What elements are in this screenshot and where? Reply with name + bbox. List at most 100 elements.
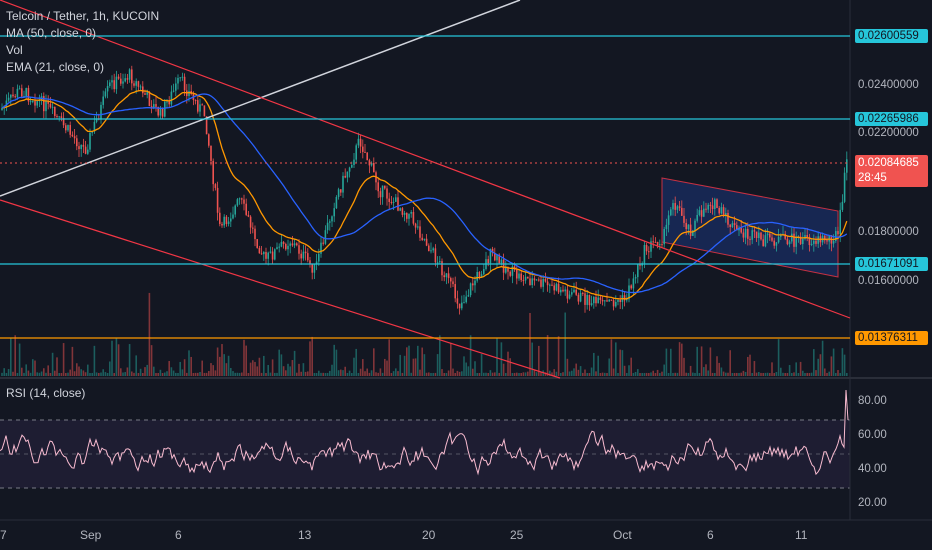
volume-bar bbox=[676, 372, 679, 376]
time-axis-label: 25 bbox=[510, 528, 524, 542]
volume-bar bbox=[252, 360, 254, 376]
volume-bar bbox=[727, 372, 729, 376]
volume-bar bbox=[260, 372, 263, 376]
upper-descending-trendline[interactable] bbox=[0, 0, 851, 319]
volume-bar bbox=[150, 345, 153, 376]
volume-bar bbox=[819, 354, 822, 376]
volume-bar bbox=[663, 364, 665, 376]
candle bbox=[109, 82, 111, 87]
candle bbox=[414, 223, 417, 228]
vol-legend[interactable]: Vol bbox=[6, 43, 23, 57]
candle bbox=[527, 276, 529, 279]
candle bbox=[355, 145, 357, 160]
candle bbox=[10, 94, 12, 98]
candle bbox=[452, 281, 454, 285]
candle bbox=[689, 224, 692, 236]
candle bbox=[667, 215, 670, 225]
rsi-legend[interactable]: RSI (14, close) bbox=[6, 386, 86, 400]
volume-bar bbox=[562, 372, 564, 376]
candle bbox=[197, 100, 199, 112]
volume-bar bbox=[159, 369, 162, 376]
candle bbox=[201, 104, 203, 106]
candle bbox=[60, 116, 63, 118]
candle bbox=[623, 295, 626, 301]
candle bbox=[159, 108, 162, 116]
volume-bar bbox=[445, 372, 448, 376]
candle bbox=[194, 100, 197, 102]
candle bbox=[401, 208, 404, 215]
volume-bar bbox=[533, 370, 536, 376]
volume-bar bbox=[469, 335, 472, 376]
candle bbox=[333, 208, 335, 217]
candle bbox=[386, 188, 388, 199]
volume-bar bbox=[758, 372, 760, 376]
candle bbox=[56, 115, 58, 117]
ema-legend[interactable]: EMA (21, close, 0) bbox=[6, 60, 105, 74]
candle bbox=[502, 259, 505, 273]
volume-bar bbox=[309, 341, 311, 376]
candle bbox=[353, 159, 355, 165]
volume-bar bbox=[126, 367, 129, 376]
candle bbox=[584, 293, 586, 305]
volume-bar bbox=[645, 372, 648, 376]
volume-bar bbox=[331, 364, 333, 376]
ma-legend[interactable]: MA (50, close, 0) bbox=[6, 26, 97, 40]
volume-bar bbox=[599, 372, 602, 376]
candle bbox=[557, 283, 560, 293]
volume-bar bbox=[256, 366, 258, 376]
candle bbox=[777, 236, 780, 243]
volume-bar bbox=[80, 369, 82, 376]
candle bbox=[397, 197, 399, 211]
volume-bar bbox=[210, 363, 212, 376]
volume-bar bbox=[392, 371, 395, 376]
candle bbox=[707, 204, 709, 210]
candle bbox=[322, 242, 324, 244]
volume-bar bbox=[45, 372, 47, 376]
volume-bar bbox=[113, 372, 115, 376]
volume-bar bbox=[65, 372, 67, 376]
volume-bar bbox=[131, 371, 133, 376]
volume-bar bbox=[271, 359, 274, 376]
volume-bar bbox=[795, 362, 797, 376]
candle bbox=[755, 231, 758, 239]
candle bbox=[714, 199, 716, 210]
lower-descending-trendline[interactable] bbox=[0, 199, 561, 379]
volume-bar bbox=[375, 372, 377, 376]
volume-bar bbox=[465, 362, 467, 376]
volume-bar bbox=[351, 372, 353, 376]
volume-bar bbox=[582, 372, 584, 376]
volume-bar bbox=[172, 370, 175, 376]
volume-bar bbox=[425, 372, 428, 376]
candle bbox=[221, 223, 223, 226]
candle bbox=[472, 283, 474, 286]
candle bbox=[18, 88, 21, 90]
candle bbox=[271, 251, 274, 260]
candle bbox=[76, 138, 78, 147]
volume-bar bbox=[736, 372, 738, 376]
volume-bar bbox=[12, 371, 14, 376]
volume-bar bbox=[617, 372, 619, 376]
candle bbox=[278, 246, 280, 248]
volume-bar bbox=[632, 372, 635, 376]
candle bbox=[815, 240, 817, 244]
volume-bar bbox=[802, 370, 804, 376]
candle bbox=[263, 251, 265, 255]
candle bbox=[126, 78, 129, 80]
candle bbox=[337, 189, 340, 197]
candle bbox=[610, 299, 613, 301]
candle bbox=[751, 230, 753, 240]
time-axis-label: 13 bbox=[298, 528, 312, 542]
volume-bar bbox=[733, 372, 736, 376]
volume-bar bbox=[711, 372, 714, 376]
symbol-title[interactable]: Telcoin / Tether, 1h, KUCOIN bbox=[6, 9, 160, 23]
candle bbox=[566, 289, 569, 299]
candle bbox=[524, 276, 527, 281]
candle bbox=[170, 91, 173, 105]
candle bbox=[212, 160, 214, 185]
candle bbox=[766, 233, 769, 236]
volume-bar bbox=[326, 372, 329, 376]
volume-bar bbox=[595, 371, 597, 376]
candle bbox=[795, 237, 797, 247]
volume-bar bbox=[725, 372, 727, 376]
